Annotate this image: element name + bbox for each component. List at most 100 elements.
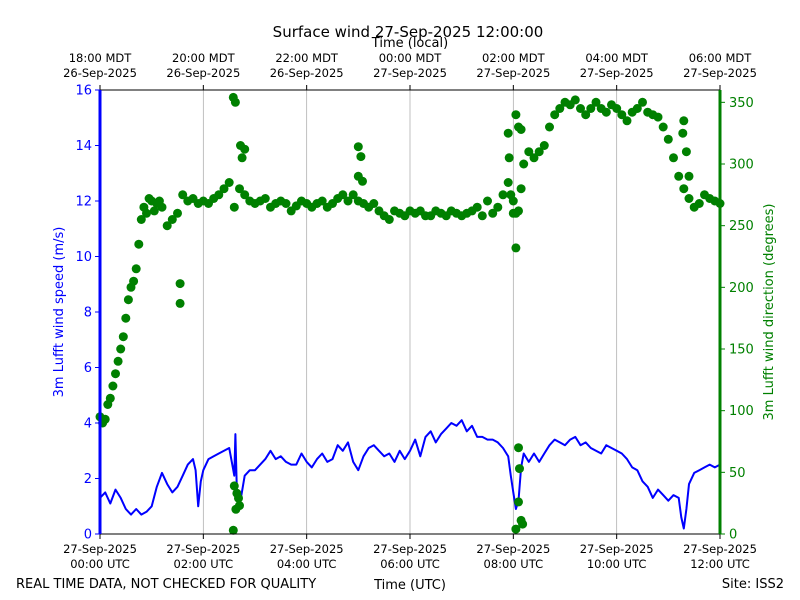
direction-point <box>338 190 348 200</box>
direction-point <box>348 190 358 200</box>
direction-point <box>234 493 243 503</box>
direction-point <box>131 264 141 274</box>
right-tick-label: 300 <box>729 158 754 173</box>
direction-point <box>488 208 498 218</box>
direction-point <box>684 194 694 203</box>
bottom-tick-label-time: 00:00 UTC <box>70 557 130 571</box>
direction-point <box>514 443 523 453</box>
direction-point <box>121 313 131 323</box>
right-tick-label: 150 <box>729 343 754 358</box>
direction-point <box>149 206 159 216</box>
right-tick-label: 100 <box>729 404 754 419</box>
bottom-tick-label-time: 04:00 UTC <box>277 557 337 571</box>
direction-point <box>581 110 591 120</box>
direction-point <box>228 525 238 535</box>
left-axis-ticks: 0 2 4 6 8 10 12 14 16 <box>75 84 100 543</box>
direction-point <box>503 178 513 187</box>
direction-point <box>240 144 250 154</box>
top-tick-label-date: 27-Sep-2025 <box>476 66 550 80</box>
right-tick-label: 200 <box>729 281 754 296</box>
bottom-tick-label-date: 27-Sep-2025 <box>373 542 447 556</box>
direction-point <box>622 116 632 126</box>
direction-point <box>503 128 513 138</box>
direction-point <box>504 153 514 163</box>
direction-point <box>498 190 508 200</box>
direction-point <box>681 147 691 157</box>
direction-point <box>514 497 523 507</box>
direction-point <box>472 202 482 212</box>
direction-point <box>669 153 678 163</box>
direction-point <box>358 176 367 186</box>
direction-point <box>235 184 244 194</box>
direction-point <box>518 519 528 529</box>
top-tick-label-time: 20:00 MDT <box>172 51 236 65</box>
direction-point <box>229 202 239 212</box>
bottom-tick-label-date: 27-Sep-2025 <box>166 542 240 556</box>
direction-point <box>529 153 539 163</box>
direction-point <box>653 112 663 122</box>
top-tick-label-date: 26-Sep-2025 <box>270 66 344 80</box>
direction-point <box>678 128 688 138</box>
direction-point <box>534 147 544 157</box>
right-tick-label: 0 <box>729 528 737 543</box>
bottom-tick-label-time: 02:00 UTC <box>174 557 234 571</box>
top-tick-label-date: 27-Sep-2025 <box>580 66 654 80</box>
bottom-tick-label-date: 27-Sep-2025 <box>270 542 344 556</box>
direction-point <box>576 104 585 113</box>
direction-point <box>240 190 250 200</box>
direction-point <box>317 196 327 206</box>
direction-point <box>515 464 524 474</box>
right-tick-label: 250 <box>729 219 754 234</box>
direction-point <box>100 414 110 424</box>
direction-point <box>663 134 673 144</box>
direction-point <box>167 215 177 224</box>
right-axis-ticks: 0 50 100 150 200 250 300 350 <box>720 96 754 543</box>
speed-line <box>99 419 721 530</box>
direction-point <box>237 153 247 163</box>
direction-point <box>116 344 126 354</box>
bottom-tick-label-time: 10:00 UTC <box>587 557 647 571</box>
direction-point <box>353 142 363 152</box>
left-tick-label: 2 <box>84 472 92 487</box>
speed-series <box>99 419 721 530</box>
top-tick-label-date: 26-Sep-2025 <box>63 66 137 80</box>
bottom-tick-label-date: 27-Sep-2025 <box>580 542 654 556</box>
right-axis-label: 3m Lufft wind direction (degrees) <box>762 204 777 421</box>
direction-point <box>617 110 627 120</box>
left-axis-label: 3m Lufft wind speed (m/s) <box>52 227 67 398</box>
direction-point <box>157 202 167 212</box>
left-tick-label: 12 <box>75 195 92 210</box>
direction-point <box>230 97 240 107</box>
direction-point <box>511 243 521 253</box>
direction-point <box>281 199 291 208</box>
right-tick-label: 50 <box>729 466 746 481</box>
direction-point <box>113 356 123 366</box>
top-axis-label: Time (local) <box>371 36 448 51</box>
direction-point <box>231 504 241 514</box>
direction-point <box>214 190 224 200</box>
direction-point <box>260 194 270 203</box>
bottom-tick-label-time: 08:00 UTC <box>484 557 544 571</box>
bottom-tick-label-time: 06:00 UTC <box>380 557 440 571</box>
top-tick-label-date: 27-Sep-2025 <box>683 66 757 80</box>
left-tick-label: 4 <box>84 417 92 432</box>
bottom-tick-label-date: 27-Sep-2025 <box>63 542 137 556</box>
direction-point <box>694 199 704 208</box>
direction-point <box>679 184 689 194</box>
direction-point <box>550 110 560 120</box>
direction-point <box>175 298 185 308</box>
direction-point <box>545 122 554 132</box>
direction-point <box>224 178 234 187</box>
direction-point <box>118 332 128 342</box>
left-tick-label: 10 <box>75 250 92 265</box>
direction-point <box>384 215 394 224</box>
direction-point <box>555 104 565 113</box>
direction-point <box>511 524 521 534</box>
direction-point <box>343 196 353 206</box>
direction-point <box>142 208 151 218</box>
direction-point <box>134 239 144 249</box>
left-tick-label: 16 <box>75 84 92 99</box>
direction-point <box>539 141 549 150</box>
